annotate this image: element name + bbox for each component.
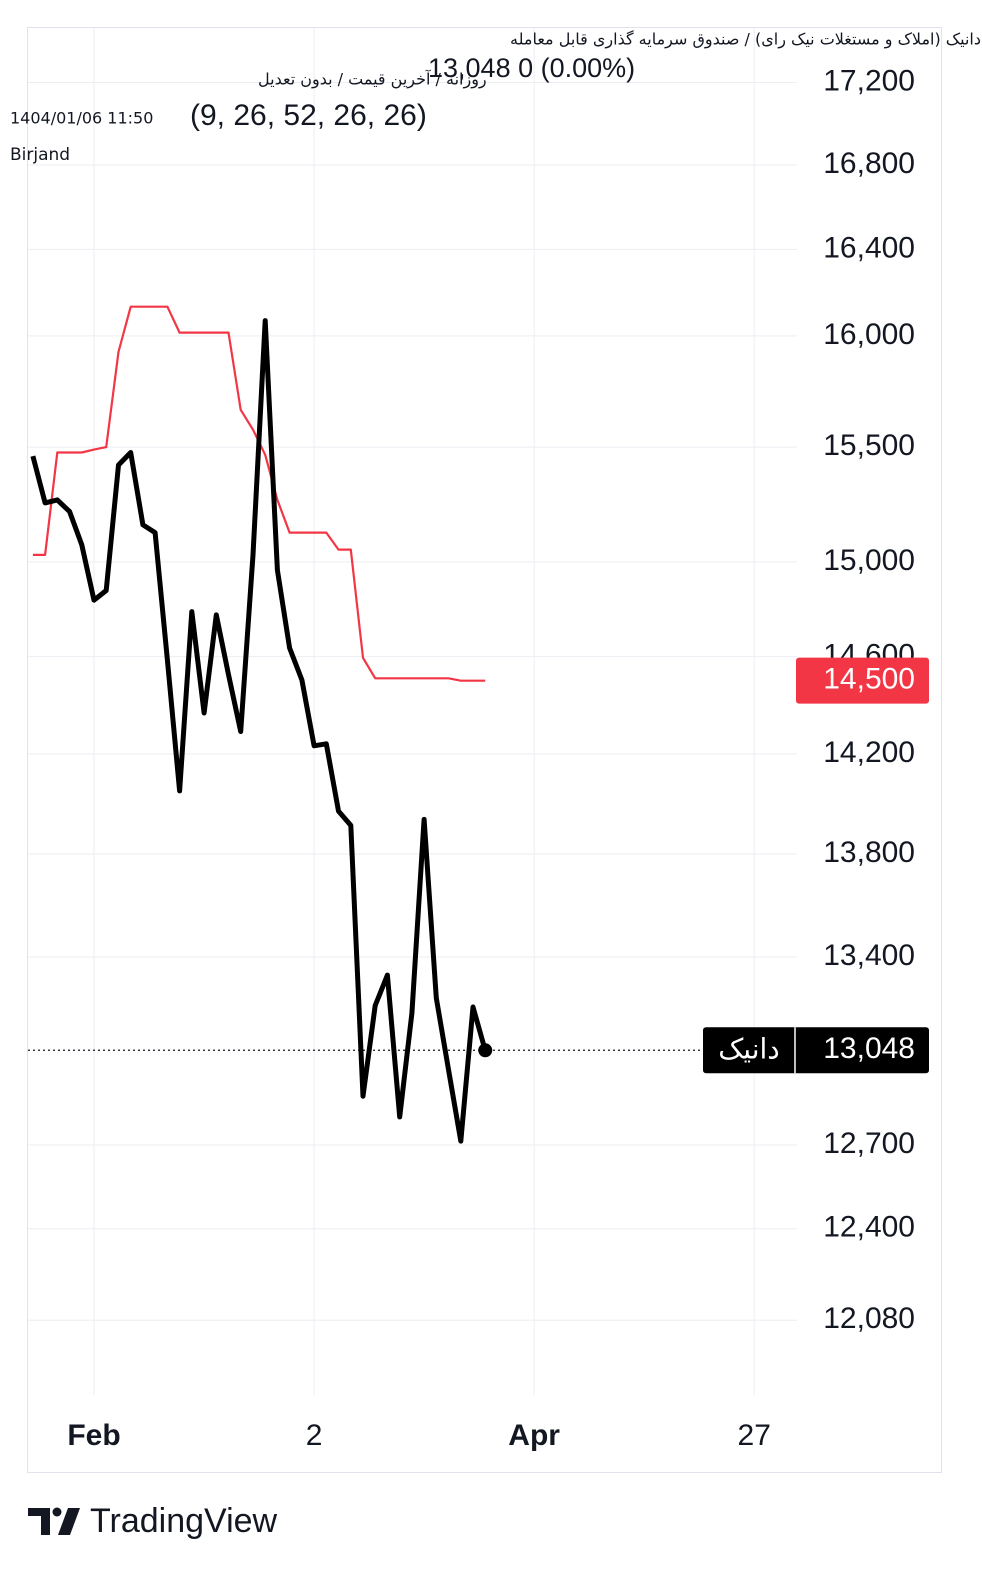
y-tick-label: 12,400 [823, 1211, 915, 1244]
grid [28, 28, 797, 1395]
header-title: دانیک (املاک و مستغلات نیک رای) / صندوق … [510, 30, 981, 50]
y-tick-label: 14,200 [823, 736, 915, 769]
y-tick-label: 16,400 [823, 231, 915, 264]
logo-part [52, 1507, 62, 1517]
header-location: Birjand [10, 145, 70, 165]
y-tick-label: 12,700 [823, 1127, 915, 1160]
badge-value: 13,048 [823, 1032, 915, 1065]
badge-name: دانیک [718, 1032, 780, 1065]
header-timestamp: 1404/01/06 11:50 [10, 109, 153, 128]
axes: 12,08012,40012,70013,40013,80014,20014,6… [67, 64, 929, 1452]
price-badge [703, 1027, 929, 1074]
header-settings: روزانه / آخرین قیمت / بدون تعدیل [258, 70, 487, 90]
header-quote: 13,048 0 (0.00%) [428, 53, 635, 83]
y-tick-label: 15,500 [823, 429, 915, 462]
brand-logo [28, 1507, 80, 1535]
logo-part [58, 1508, 80, 1535]
logo-part [28, 1508, 50, 1535]
plot [28, 305, 703, 1144]
chart-frame [27, 27, 942, 1473]
y-tick-label: 16,000 [823, 318, 915, 351]
y-tick-label: 12,080 [823, 1302, 915, 1335]
y-tick-label: 17,200 [823, 64, 915, 97]
series-line [30, 318, 488, 1144]
price-badge [796, 657, 929, 704]
header-indicator: (9, 26, 52, 26, 26) [190, 99, 427, 132]
y-tick-label: 15,000 [823, 544, 915, 577]
last-point [478, 1043, 493, 1058]
x-tick-label: Apr [508, 1419, 560, 1452]
series-line [32, 305, 486, 682]
x-tick-label: 2 [306, 1419, 323, 1452]
brand-name: TradingView [90, 1502, 278, 1540]
badge-value: 14,500 [823, 663, 915, 696]
y-tick-label: 13,400 [823, 939, 915, 972]
x-tick-label: Feb [67, 1419, 120, 1452]
y-tick-label: 13,800 [823, 836, 915, 869]
x-tick-label: 27 [738, 1419, 771, 1452]
y-tick-label: 16,800 [823, 147, 915, 180]
